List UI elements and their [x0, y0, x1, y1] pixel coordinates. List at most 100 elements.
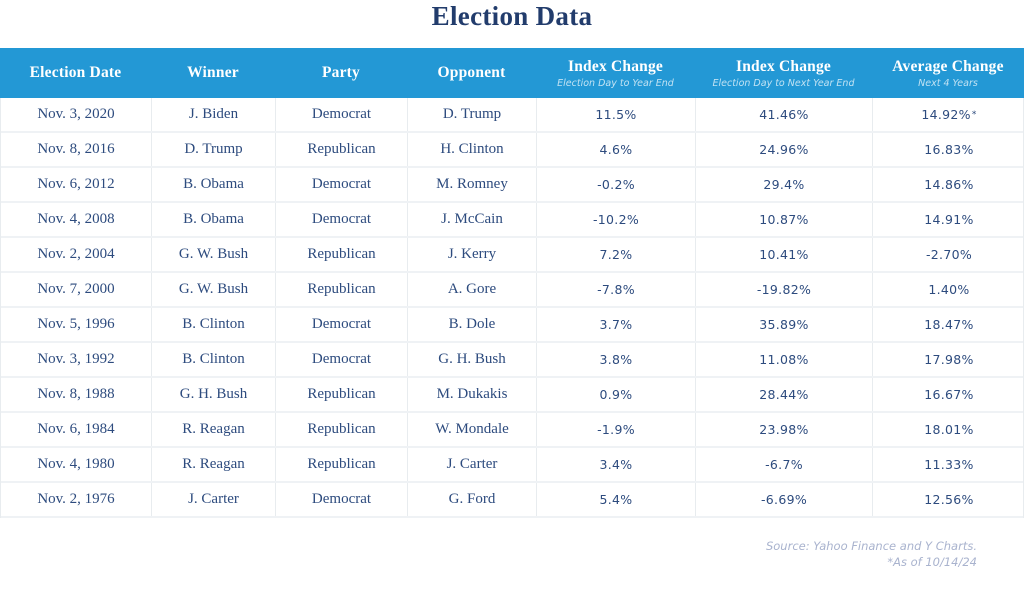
table-cell: Republican [276, 238, 408, 271]
table-row: Nov. 8, 2016 D. Trump Republican H. Clinton… [1, 133, 1023, 168]
table-cell: B. Clinton [152, 308, 276, 341]
table-cell: -19.82% [696, 273, 873, 306]
table-cell: Democrat [276, 343, 408, 376]
table-cell: 7.2% [537, 238, 696, 271]
table-cell: 23.98% [696, 413, 873, 446]
table-cell: G. W. Bush [152, 238, 276, 271]
table-cell: Nov. 2, 2004 [1, 238, 152, 271]
table-cell: 29.4% [696, 168, 873, 201]
table-cell: J. Carter [152, 483, 276, 516]
page-title: Election Data [431, 1, 593, 31]
table-cell: A. Gore [408, 273, 537, 306]
table-cell: Nov. 4, 1980 [1, 448, 152, 481]
table-cell: Republican [276, 413, 408, 446]
table-row: Nov. 2, 1976 J. Carter Democrat G. Ford 5.4%… [1, 483, 1023, 518]
table-cell: Nov. 7, 2000 [1, 273, 152, 306]
table-row: Nov. 3, 2020 J. Biden Democrat D. Trump 11.5… [1, 98, 1023, 133]
table-cell: 24.96% [696, 133, 873, 166]
table-cell: 11.5% [537, 98, 696, 131]
table-cell: 17.98% [924, 352, 974, 367]
table-cell: Democrat [276, 168, 408, 201]
column-header-index-change-year-end: Index Change Election Day to Year End [536, 48, 695, 98]
table-cell: 28.44% [696, 378, 873, 411]
table-cell: B. Obama [152, 203, 276, 236]
table-cell: Republican [276, 448, 408, 481]
table-cell: G. H. Bush [152, 378, 276, 411]
table-cell: Nov. 6, 2012 [1, 168, 152, 201]
table-cell: J. McCain [408, 203, 537, 236]
table-cell: Nov. 3, 2020 [1, 98, 152, 131]
table-cell: 16.67% [924, 387, 974, 402]
election-data-table: Election Date Winner Party Opponent Inde… [0, 48, 1024, 518]
table-cell: H. Clinton [408, 133, 537, 166]
table-cell: -6.69% [696, 483, 873, 516]
table-cell: 14.92% * [921, 107, 977, 122]
table-cell: 18.47% [924, 317, 974, 332]
table-cell: 0.9% [537, 378, 696, 411]
table-cell: 1.40% [928, 282, 970, 297]
table-cell: D. Trump [152, 133, 276, 166]
table-cell: Democrat [276, 98, 408, 131]
table-cell: M. Dukakis [408, 378, 537, 411]
table-cell: 10.87% [696, 203, 873, 236]
table-row: Nov. 4, 2008 B. Obama Democrat J. McCain -10… [1, 203, 1023, 238]
table-cell: J. Kerry [408, 238, 537, 271]
column-header-label: Winner [187, 64, 239, 81]
table-row: Nov. 5, 1996 B. Clinton Democrat B. Dole 3.7… [1, 308, 1023, 343]
column-header-sublabel: Election Day to Year End [557, 77, 674, 89]
table-cell: Republican [276, 133, 408, 166]
table-cell: D. Trump [408, 98, 537, 131]
table-cell: -6.7% [696, 448, 873, 481]
column-header-election-date: Election Date [0, 48, 151, 98]
table-cell: Nov. 6, 1984 [1, 413, 152, 446]
table-cell: 4.6% [537, 133, 696, 166]
table-cell: G. Ford [408, 483, 537, 516]
source-note: Source: Yahoo Finance and Y Charts. *As … [766, 538, 977, 570]
column-header-opponent: Opponent [407, 48, 536, 98]
table-cell: Nov. 3, 1992 [1, 343, 152, 376]
table-cell: Republican [276, 378, 408, 411]
table-cell: -10.2% [537, 203, 696, 236]
column-header-label: Party [321, 64, 360, 81]
source-line: Source: Yahoo Finance and Y Charts. [765, 539, 977, 553]
table-row: Nov. 2, 2004 G. W. Bush Republican J. Kerry… [1, 238, 1023, 273]
table-cell: Democrat [276, 308, 408, 341]
column-header-label: Index Change [736, 57, 831, 75]
table-cell: Nov. 2, 1976 [1, 483, 152, 516]
table-cell: Nov. 5, 1996 [1, 308, 152, 341]
table-cell: 5.4% [537, 483, 696, 516]
column-header-label: Opponent [437, 64, 506, 81]
column-header-sublabel: Next 4 Years [918, 77, 978, 89]
table-cell: B. Dole [408, 308, 537, 341]
table-cell: -7.8% [537, 273, 696, 306]
table-row: Nov. 7, 2000 G. W. Bush Republican A. Gore -… [1, 273, 1023, 308]
table-cell: W. Mondale [408, 413, 537, 446]
table-cell: Nov. 8, 1988 [1, 378, 152, 411]
table-cell: J. Carter [408, 448, 537, 481]
table-cell: G. H. Bush [408, 343, 537, 376]
table-body: Nov. 3, 2020 J. Biden Democrat D. Trump 11.5… [0, 98, 1024, 518]
table-cell: 3.7% [537, 308, 696, 341]
table-cell: 14.86% [924, 177, 974, 192]
table-cell: B. Clinton [152, 343, 276, 376]
table-cell: J. Biden [152, 98, 276, 131]
table-cell: Nov. 8, 2016 [1, 133, 152, 166]
table-cell: 16.83% [924, 142, 974, 157]
table-cell: 3.8% [537, 343, 696, 376]
table-cell: B. Obama [152, 168, 276, 201]
table-cell: 14.91% [924, 212, 974, 227]
table-header-row: Election Date Winner Party Opponent Inde… [0, 48, 1024, 98]
column-header-party: Party [275, 48, 407, 98]
table-row: Nov. 4, 1980 R. Reagan Republican J. Carter… [1, 448, 1023, 483]
table-cell: R. Reagan [152, 448, 276, 481]
column-header-index-change-next-year-end: Index Change Election Day to Next Year E… [695, 48, 872, 98]
table-cell: M. Romney [408, 168, 537, 201]
asterisk-note-line: *As of 10/14/24 [887, 555, 977, 569]
table-cell: 11.08% [696, 343, 873, 376]
table-cell: 41.46% [696, 98, 873, 131]
column-header-label: Election Date [29, 64, 122, 81]
table-cell: R. Reagan [152, 413, 276, 446]
table-cell: 3.4% [537, 448, 696, 481]
table-cell: -1.9% [537, 413, 696, 446]
